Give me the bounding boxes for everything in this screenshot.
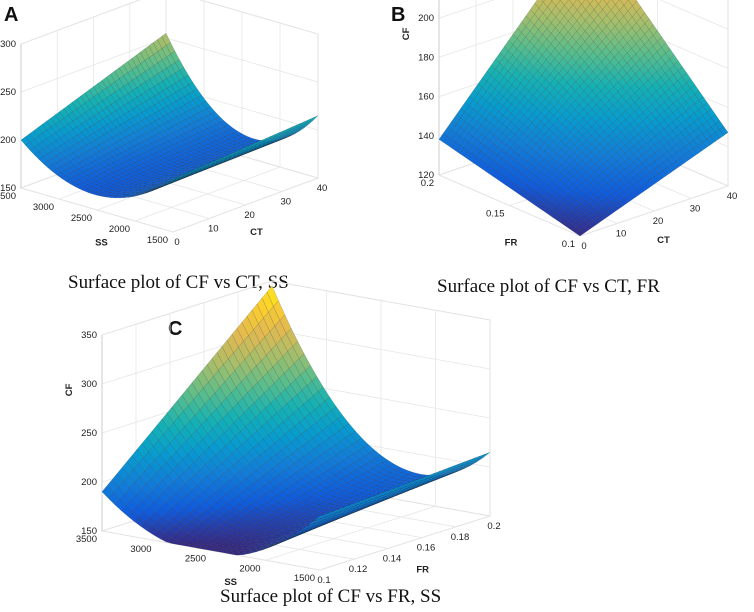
x-tick-label: 0 bbox=[581, 241, 586, 252]
x-tick-label: 40 bbox=[317, 183, 328, 194]
x-tick-label: 30 bbox=[690, 204, 701, 215]
surface-patch bbox=[550, 0, 553, 2]
y-tick-label: 3000 bbox=[33, 202, 54, 213]
z-tick-label: 200 bbox=[0, 135, 16, 146]
z-tick-label: 250 bbox=[81, 428, 97, 439]
surface-patch bbox=[168, 177, 178, 183]
x-axis-label: CT bbox=[250, 227, 263, 238]
x-tick-label: 0.18 bbox=[451, 532, 470, 543]
caption-b: Surface plot of CF vs CT, FR bbox=[437, 276, 660, 297]
z-tick-label: 150 bbox=[0, 183, 16, 194]
z-tick-label: 250 bbox=[0, 87, 16, 98]
surface-patch bbox=[541, 0, 545, 3]
z-tick-label: 140 bbox=[418, 131, 434, 142]
z-axis-label: CF bbox=[64, 383, 75, 396]
y-tick-label: 2500 bbox=[71, 213, 92, 224]
x-tick-label: 40 bbox=[727, 191, 738, 202]
surface bbox=[20, 33, 319, 199]
x-tick-label: 0.12 bbox=[349, 564, 368, 575]
x-tick-label: 0.2 bbox=[487, 521, 500, 532]
x-tick-label: 30 bbox=[280, 197, 291, 208]
y-tick-label: 2000 bbox=[239, 563, 260, 574]
x-tick-label: 10 bbox=[616, 229, 627, 240]
z-tick-label: 300 bbox=[0, 39, 16, 50]
surface-patch bbox=[309, 115, 319, 122]
y-tick-label: 0.1 bbox=[562, 239, 575, 250]
y-tick-label: 1500 bbox=[147, 235, 168, 246]
y-axis-label: SS bbox=[224, 577, 237, 588]
surface bbox=[101, 285, 491, 556]
surface-patch bbox=[478, 452, 491, 460]
surface bbox=[438, 0, 729, 237]
panel-b: B 0102030400.10.150.2120140160180200220C… bbox=[377, 0, 754, 310]
panel-letter-a: A bbox=[4, 4, 19, 26]
y-tick-label: 3000 bbox=[130, 544, 151, 555]
z-tick-label: 200 bbox=[418, 13, 434, 24]
x-tick-label: 10 bbox=[208, 224, 219, 235]
z-tick-label: 120 bbox=[418, 170, 434, 181]
y-tick-label: 2500 bbox=[185, 554, 206, 565]
z-tick-label: 350 bbox=[81, 330, 97, 341]
x-axis-label: FR bbox=[416, 564, 429, 575]
z-tick-label: 180 bbox=[418, 52, 434, 63]
caption-c: Surface plot of CF vs FR, SS bbox=[220, 586, 442, 607]
surface-patch bbox=[313, 514, 326, 522]
x-axis-label: CT bbox=[657, 235, 670, 246]
y-tick-label: 3500 bbox=[0, 191, 16, 202]
surface-patch bbox=[575, 229, 585, 237]
panel-letter-c: C bbox=[168, 318, 183, 340]
y-axis-label: SS bbox=[95, 238, 108, 249]
y-tick-label: 0.2 bbox=[421, 178, 434, 189]
y-tick-label: 2000 bbox=[109, 224, 130, 235]
surface-chart-b: 0102030400.10.150.2120140160180200220CTF… bbox=[401, 0, 738, 252]
panel-c: C 0.1 0.12 0.14 0.16 0.18 0.2 1500 2000 2500 3000… bbox=[64, 280, 610, 612]
x-tick-label: 0.1 bbox=[317, 575, 330, 586]
z-tick-label: 150 bbox=[81, 526, 97, 537]
tick-labels: 0.1 0.12 0.14 0.16 0.18 0.2 1500 2000 2500 3000 35… bbox=[76, 330, 501, 586]
panel-letter-b: B bbox=[391, 4, 406, 26]
x-tick-label: 0.16 bbox=[417, 543, 436, 554]
x-tick-label: 0 bbox=[174, 237, 179, 248]
x-tick-label: 20 bbox=[653, 216, 664, 227]
y-axis-label: FR bbox=[505, 237, 518, 248]
y-tick-label: 1500 bbox=[294, 573, 315, 584]
z-tick-label: 300 bbox=[81, 379, 97, 390]
z-axis-label: CF bbox=[401, 27, 412, 40]
z-tick-label: 200 bbox=[81, 477, 97, 488]
x-tick-label: 0.14 bbox=[383, 553, 402, 564]
y-tick-label: 3500 bbox=[76, 534, 97, 545]
z-tick-label: 160 bbox=[418, 92, 434, 103]
caption-a: Surface plot of CF vs CT, SS bbox=[68, 272, 289, 293]
y-tick-label: 0.15 bbox=[486, 209, 505, 220]
x-tick-label: 20 bbox=[244, 210, 255, 221]
surface-chart-c: 0.1 0.12 0.14 0.16 0.18 0.2 1500 2000 2500 3000 35… bbox=[64, 280, 501, 588]
